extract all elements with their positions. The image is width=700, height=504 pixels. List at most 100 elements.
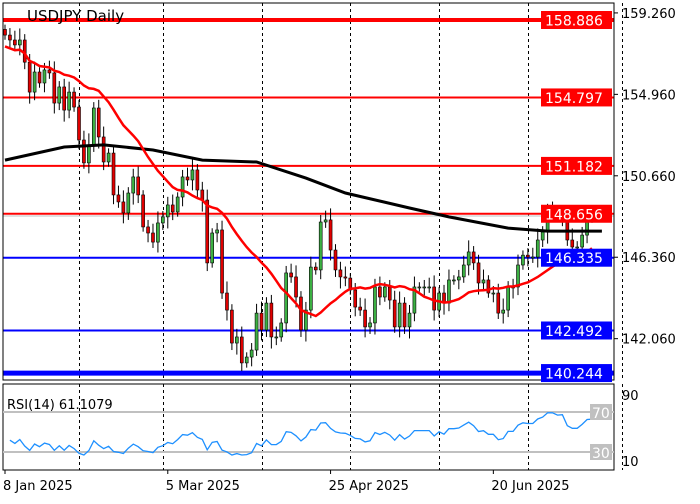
rsi-level-box (590, 444, 612, 460)
candle-body (136, 176, 140, 196)
rsi-level-label: 70 (592, 406, 610, 422)
candle-body (27, 61, 32, 93)
candle-body (353, 289, 358, 308)
candle-body (294, 276, 298, 298)
candle-body (87, 144, 91, 164)
candle-body (254, 312, 259, 351)
level-label-box (541, 11, 612, 29)
level-label: 154.797 (545, 91, 603, 107)
candle-body (387, 286, 392, 301)
candle-body (496, 292, 501, 314)
candle-body (373, 286, 377, 324)
candle-body (486, 279, 491, 294)
candle-body (392, 299, 397, 328)
candle-body (313, 266, 318, 271)
candle-body (299, 296, 303, 331)
candle-body (72, 91, 76, 108)
candle-body (304, 309, 308, 331)
candle-body (47, 69, 52, 74)
level-label: 146.335 (545, 251, 603, 267)
level-label-box (541, 88, 612, 107)
level-label-box (541, 156, 612, 175)
candle-body (457, 276, 461, 281)
candle-body (96, 107, 101, 138)
candle-body (17, 39, 22, 46)
level-label: 151.182 (545, 159, 603, 175)
candle-body (116, 194, 121, 203)
candle-body (37, 71, 42, 84)
candle-body (161, 216, 165, 224)
candle-body (264, 302, 269, 331)
y-tick-label: 142.060 (622, 333, 676, 348)
candle-body (402, 302, 407, 328)
candle-body (476, 262, 481, 284)
candle-body (535, 239, 540, 258)
candle-body (220, 229, 224, 294)
candle-body (461, 264, 466, 278)
candle-body (570, 239, 575, 248)
candle-body (501, 309, 506, 314)
candle-body (121, 201, 126, 214)
rsi-levels: 70 30 90 10 (590, 389, 639, 470)
candle-body (170, 204, 175, 213)
candle-body (531, 256, 535, 259)
rsi-level-lines (3, 411, 614, 453)
candle-body (491, 292, 496, 295)
candle-body (215, 229, 219, 234)
candle-body (165, 204, 170, 218)
candle-body (397, 302, 402, 328)
candle-body (284, 272, 288, 324)
candles (3, 24, 594, 372)
y-tick-label: 154.960 (622, 88, 676, 103)
candle-body (8, 34, 12, 41)
main-panel-frame (2, 2, 615, 381)
y-tick-label: 150.660 (622, 170, 676, 185)
candle-body (62, 86, 66, 111)
x-tick-label: 5 Mar 2025 (166, 479, 240, 494)
time-axis: 8 Jan 2025 5 Mar 2025 25 Apr 2025 20 Jun 20… (3, 470, 570, 494)
candle-body (141, 194, 145, 228)
candle-body (417, 286, 422, 289)
rsi-level-label: 30 (592, 446, 610, 462)
candle-body (318, 221, 323, 271)
candle-body (106, 152, 111, 163)
candle-body (526, 254, 530, 258)
x-tick-label: 20 Jun 2025 (491, 479, 569, 494)
candle-body (57, 86, 62, 104)
candle-body (239, 336, 244, 364)
candle-body (407, 312, 412, 328)
candle-body (289, 272, 293, 278)
rsi-level-box (590, 404, 612, 420)
candle-body (101, 136, 106, 163)
candle-body (516, 264, 520, 288)
level-label: 158.886 (545, 14, 603, 30)
candle-body (343, 276, 348, 279)
candle-body (13, 39, 17, 46)
candle-body (22, 39, 27, 63)
rsi-label: RSI(14) 61.1079 (7, 398, 113, 413)
candle-body (259, 312, 264, 331)
candle-body (205, 199, 210, 264)
candle-body (52, 72, 57, 104)
candle-body (230, 309, 234, 344)
candle-body (466, 251, 471, 266)
candle-body (383, 286, 387, 298)
candle-body (244, 356, 249, 364)
candle-body (323, 219, 328, 223)
candle-body (32, 71, 37, 93)
candle-body (338, 269, 343, 278)
candle-body (412, 286, 417, 314)
candle-body (156, 222, 160, 243)
level-lines (3, 18, 614, 376)
level-label-box (541, 321, 612, 340)
level-label-box (541, 364, 612, 383)
candle-body (180, 176, 185, 198)
candle-body (506, 286, 510, 311)
price-axis: 159.260 154.960 150.660 146.360 142.060 (614, 7, 676, 348)
candle-body (42, 69, 47, 84)
chart-title: USDJPY Daily (27, 7, 124, 25)
candle-body (77, 106, 81, 141)
candle-body (521, 254, 525, 266)
level-label: 148.656 (545, 207, 603, 223)
ma-fast-line (4, 45, 593, 318)
